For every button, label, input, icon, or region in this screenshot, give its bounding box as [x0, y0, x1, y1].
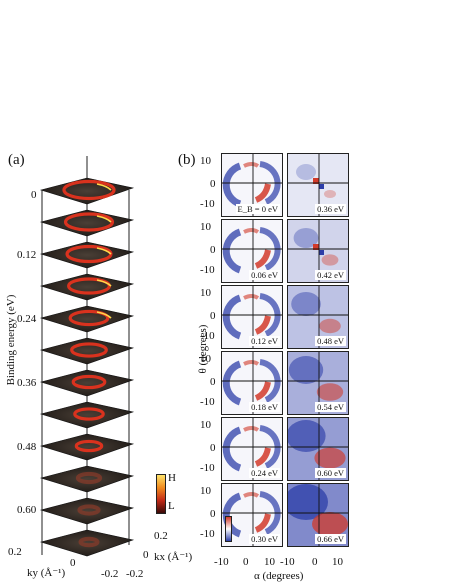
energy-label: E_B = 0 eV [235, 204, 280, 214]
y-tick-row0-0: 10 [200, 155, 211, 167]
energy-tick-3: 0.36 [17, 377, 37, 389]
energy-label: 0.42 eV [315, 270, 346, 280]
x-tick-right-2: 10 [332, 556, 343, 568]
slice-4 [39, 305, 135, 333]
energy-tick-2: 0.24 [17, 313, 37, 325]
map-cell-right-1: 0.42 eV [287, 219, 349, 283]
y-tick-row4-0: 10 [200, 419, 211, 431]
energy-label: 0.54 eV [315, 402, 346, 412]
slice-stack [39, 156, 135, 557]
energy-label: 0.06 eV [249, 270, 280, 280]
ky-label: ky (Å⁻¹) [27, 567, 66, 579]
map-cell-right-3: 0.54 eV [287, 351, 349, 415]
energy-label: 0.12 eV [249, 336, 280, 346]
energy-tick-4: 0.48 [17, 441, 37, 453]
energy-label: 0.18 eV [249, 402, 280, 412]
map-cell-right-0: 0.36 eV [287, 153, 349, 217]
x-tick-left-1: 0 [243, 556, 249, 568]
y-tick-row0-1: 0 [210, 178, 216, 190]
y-tick-row3-2: -10 [200, 396, 215, 408]
ky-tick-0: 0.2 [8, 546, 22, 558]
map-cell-right-2: 0.48 eV [287, 285, 349, 349]
y-tick-row1-2: -10 [200, 264, 215, 276]
y-tick-row2-2: -10 [200, 330, 215, 342]
map-cell-left-3: 0.18 eV [221, 351, 283, 415]
x-tick-right-1: 0 [312, 556, 318, 568]
y-tick-row2-1: 0 [210, 310, 216, 322]
y-tick-row4-1: 0 [210, 442, 216, 454]
colorbar [156, 474, 166, 514]
energy-label: 0.60 eV [315, 468, 346, 478]
x-tick-left-0: -10 [214, 556, 229, 568]
map-cell-left-0: E_B = 0 eV [221, 153, 283, 217]
map-cell-left-1: 0.06 eV [221, 219, 283, 283]
y-tick-row3-1: 0 [210, 376, 216, 388]
x-tick-left-2: 10 [264, 556, 275, 568]
slice-2 [39, 241, 135, 269]
slice-11 [39, 529, 135, 557]
y-tick-row0-2: -10 [200, 198, 215, 210]
y-tick-row4-2: -10 [200, 462, 215, 474]
slice-7 [39, 401, 135, 429]
energy-tick-5: 0.60 [17, 504, 37, 516]
y-tick-row5-2: -10 [200, 528, 215, 540]
energy-label: 0.36 eV [315, 204, 346, 214]
kx-tick-1: 0 [143, 549, 149, 561]
diff-colorbar [225, 516, 232, 542]
energy-label: 0.24 eV [249, 468, 280, 478]
y-tick-row1-1: 0 [210, 244, 216, 256]
kx-tick-0: 0.2 [154, 530, 168, 542]
slice-5 [39, 337, 135, 365]
panel-a-label: (a) [8, 152, 25, 168]
colorbar-high: H [168, 472, 176, 484]
slice-6 [39, 369, 135, 397]
energy-tick-1: 0.12 [17, 249, 37, 261]
kx-label: kx (Å⁻¹) [154, 551, 193, 563]
map-cell-left-5: 0.30 eV [221, 483, 283, 547]
kx-tick-2: -0.2 [126, 568, 144, 580]
map-cell-left-4: 0.24 eV [221, 417, 283, 481]
energy-label: 0.30 eV [249, 534, 280, 544]
ky-tick-1: 0 [70, 557, 76, 569]
map-cell-right-4: 0.60 eV [287, 417, 349, 481]
energy-label: 0.66 eV [315, 534, 346, 544]
ky-tick-2: -0.2 [101, 568, 119, 580]
slice-8 [39, 433, 135, 461]
x-tick-right-0: -10 [280, 556, 295, 568]
y-tick-row5-0: 10 [200, 485, 211, 497]
slice-3 [39, 273, 135, 301]
map-cell-left-2: 0.12 eV [221, 285, 283, 349]
colorbar-low: L [168, 500, 175, 512]
energy-tick-0: 0 [31, 189, 37, 201]
y-tick-row3-0: 10 [200, 353, 211, 365]
panel-b-label: (b) [178, 152, 196, 168]
slice-10 [39, 497, 135, 525]
panel-b-ylabel: θ (degrees) [197, 324, 209, 374]
panel-b-xlabel: α (degrees) [254, 570, 304, 582]
y-tick-row1-0: 10 [200, 221, 211, 233]
y-tick-row5-1: 0 [210, 508, 216, 520]
y-tick-row2-0: 10 [200, 287, 211, 299]
energy-label: 0.48 eV [315, 336, 346, 346]
slice-9 [39, 465, 135, 493]
slice-0 [39, 177, 135, 205]
slice-1 [39, 209, 135, 237]
map-cell-right-5: 0.66 eV [287, 483, 349, 547]
